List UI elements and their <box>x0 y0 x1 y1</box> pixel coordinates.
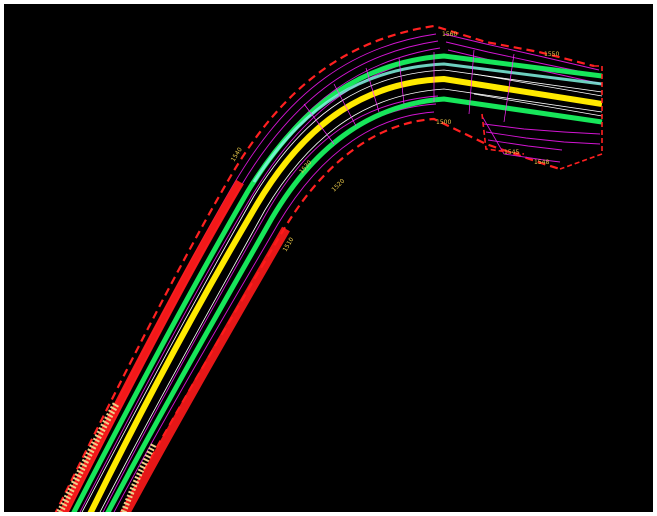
center-line <box>87 75 603 512</box>
lane-edge-right <box>105 96 603 512</box>
station-ticks <box>303 49 515 145</box>
elev-label-9: 1548 <box>534 159 549 166</box>
east-end-boundary <box>481 65 603 170</box>
shoulder-left-band <box>58 179 244 512</box>
lane-markings <box>81 69 603 512</box>
road-alignment-drawing: 1560 1550 1540 1530 1520 1510 1500 1545 … <box>54 24 603 512</box>
cyan-strip <box>252 62 603 183</box>
elev-label-1: 1560 <box>442 31 457 38</box>
boundary-left-line <box>54 24 595 512</box>
elev-label-8: 1545 <box>504 149 519 156</box>
cad-viewport[interactable]: 1560 1550 1540 1530 1520 1510 1500 1545 … <box>4 4 653 512</box>
elev-label-2: 1550 <box>544 51 559 58</box>
elev-label-3: 1540 <box>230 146 244 163</box>
boundary-right-line <box>119 117 561 512</box>
lane-edge-left <box>71 53 603 512</box>
elev-label-7: 1500 <box>436 119 451 126</box>
paving-hatch-right <box>120 442 157 512</box>
contour-lines-left <box>61 33 443 512</box>
shoulder-right-band <box>121 226 290 512</box>
elev-label-5: 1520 <box>330 178 346 194</box>
